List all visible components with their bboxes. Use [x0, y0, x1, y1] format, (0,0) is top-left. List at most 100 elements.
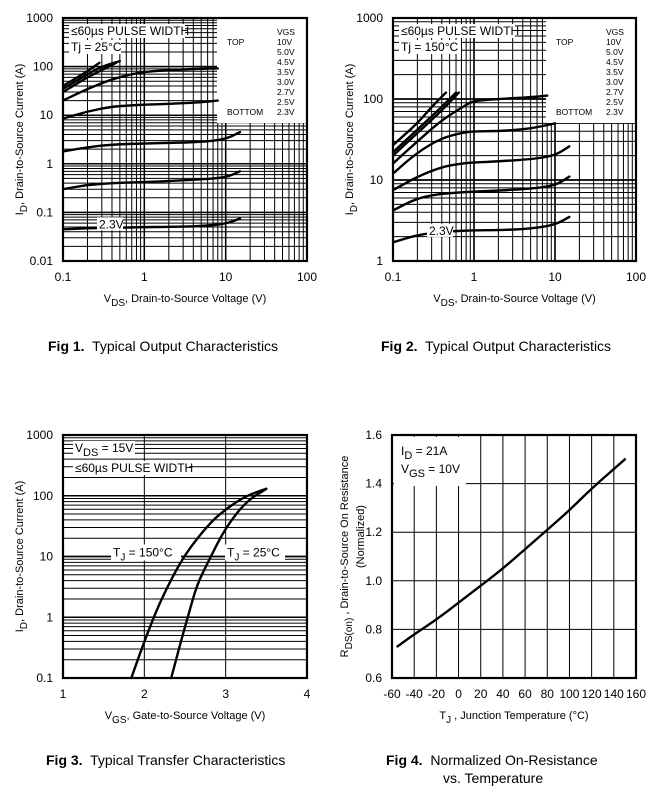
- fig4-caption-text: Normalized On-Resistance: [430, 752, 598, 768]
- fig1-tj-annotation: Tj = 25°C: [71, 40, 122, 54]
- fig1-caption-label: Fig 1.: [48, 338, 85, 354]
- fig2-legend-entry: 2.7V: [606, 87, 624, 97]
- fig2-legend-box: [546, 18, 636, 123]
- fig2-series-3-5v: [391, 94, 549, 165]
- fig3-series-label-25c-main: T: [227, 546, 235, 560]
- fig3-vds-annotation-main: V: [75, 441, 83, 455]
- fig1-ytick-label: 1: [46, 157, 53, 171]
- fig2-xlabel-rest: , Drain-to-Source Voltage (V): [455, 293, 596, 305]
- fig3-ylabel-sub: D: [19, 622, 30, 629]
- fig2-legend-entry: 3.5V: [606, 67, 624, 77]
- fig3-annotation-bg: [73, 461, 189, 475]
- fig1-series-10v: [61, 61, 101, 88]
- fig2-legend-top: TOP: [556, 37, 574, 47]
- fig1-legend-box: [217, 18, 307, 123]
- fig1-pulse-annotation: ≤60µs PULSE WIDTH: [71, 24, 189, 38]
- fig4-frame: [390, 433, 638, 680]
- fig1-legend-entry: 3.0V: [277, 77, 295, 87]
- fig3-ytick-label: 100: [33, 489, 53, 503]
- fig2-legend-entry: 5.0V: [606, 47, 624, 57]
- fig1-series-5-0v: [61, 59, 121, 90]
- fig2-ytick-label: 10: [370, 173, 384, 187]
- fig1-curve-label: 2.3V: [99, 217, 124, 231]
- fig4-ytick-label: 1.4: [365, 477, 382, 491]
- fig1-ytick-label: 100: [33, 60, 53, 74]
- fig1-legend-entry: 3.5V: [277, 67, 295, 77]
- fig2-ytick-label: 1000: [356, 11, 383, 25]
- fig2-legend-entry: 2.5V: [606, 97, 624, 107]
- fig1-ylabel: ID, Drain-to-Source Current (A): [14, 64, 30, 216]
- fig1-ylabel-main: I: [14, 212, 26, 215]
- fig4-xtick-label: 0: [455, 687, 462, 701]
- fig3-vds-annotation-rest: = 15V: [98, 441, 133, 455]
- fig4-caption-line2: vs. Temperature: [443, 770, 544, 786]
- fig2-series-4-5v: [391, 91, 460, 157]
- fig3-ytick-label: 10: [40, 550, 54, 564]
- fig2-annotation-bg: [399, 40, 461, 54]
- fig4-ylabel-main: R: [339, 649, 351, 657]
- fig1-series-2-5v: [61, 170, 242, 191]
- fig4-vgs-annotation-main: V: [401, 462, 409, 476]
- fig2-ylabel: ID, Drain-to-Source Current (A): [344, 64, 360, 216]
- fig2-series-2-3v: [391, 215, 571, 244]
- fig4-ytick-label: 0.6: [365, 671, 382, 685]
- fig3-caption-label: Fig 3.: [46, 752, 83, 768]
- fig2-legend-bottom: BOTTOM: [556, 107, 592, 117]
- fig1-series-2-7v: [61, 130, 242, 153]
- fig1-legend-entry: 4.5V: [277, 57, 295, 67]
- fig4-id-annotation-rest: = 21A: [412, 444, 447, 458]
- fig3-ytick-label: 0.1: [36, 671, 53, 685]
- fig1-caption: Fig 1. Typical Output Characteristics: [48, 338, 278, 354]
- fig4-vgs-annotation-sub: GS: [409, 468, 425, 480]
- fig1-legend-entry: 2.3V: [277, 107, 295, 117]
- fig3-caption-text: Typical Transfer Characteristics: [90, 752, 286, 768]
- fig4-xlabel-main: T: [439, 710, 446, 722]
- fig4-xtick-label: 160: [626, 687, 646, 701]
- fig1-legend-entry: 10V: [277, 37, 292, 47]
- fig3-series-label-150c-rest: = 150°C: [125, 546, 172, 560]
- fig4-id-annotation-main: I: [401, 444, 404, 458]
- fig2-legend-entry: 2.3V: [606, 107, 624, 117]
- fig2-caption-label: Fig 2.: [381, 338, 418, 354]
- fig4-id-annotation-sub: D: [404, 450, 412, 462]
- fig4-annotation-bg: [394, 437, 466, 486]
- fig2-annotation-bg: [399, 24, 515, 38]
- fig3-pulse-annotation: ≤60µs PULSE WIDTH: [75, 461, 193, 475]
- fig1-xtick-label: 100: [297, 270, 317, 284]
- fig2-legend-header: VGS: [606, 27, 624, 37]
- fig3-series-t-j-150-c: [130, 487, 268, 680]
- fig3-xtick-label: 1: [60, 687, 67, 701]
- fig1-series-4-5v: [61, 61, 118, 94]
- fig3-ylabel-main: I: [14, 629, 26, 632]
- fig4-ylabel-rest: , Drain-to-Source On Resistance: [339, 456, 351, 618]
- fig2-xlabel: VDS, Drain-to-Source Voltage (V): [433, 293, 595, 309]
- fig1-legend-entry: 2.7V: [277, 87, 295, 97]
- fig1-ytick-label: 0.1: [36, 205, 53, 219]
- fig4-ytick-label: 1.0: [365, 574, 382, 588]
- fig3-annotation-bg: [73, 441, 135, 457]
- fig1-xlabel-rest: , Drain-to-Source Voltage (V): [125, 293, 266, 305]
- fig3-xtick-label: 4: [304, 687, 311, 701]
- fig2-caption: Fig 2. Typical Output Characteristics: [381, 338, 611, 354]
- fig3-xlabel-rest: , Gate-to-Source Voltage (V): [127, 710, 266, 722]
- fig1-xlabel: VDS, Drain-to-Source Voltage (V): [104, 293, 266, 309]
- fig2-frame: [391, 16, 638, 263]
- fig1-xlabel-sub: DS: [111, 298, 125, 309]
- fig4-xtick-label: 80: [541, 687, 555, 701]
- fig2-series-5-0v: [391, 91, 458, 154]
- fig4-xtick-label: 20: [474, 687, 488, 701]
- fig4-xtick-label: 100: [559, 687, 579, 701]
- fig2-xtick-label: 1: [471, 270, 478, 284]
- fig3-ytick-label: 1: [46, 610, 53, 624]
- fig2-xtick-label: 10: [548, 270, 562, 284]
- fig3-label-bg: [225, 544, 285, 561]
- fig4-id-annotation: ID = 21A: [401, 444, 447, 462]
- fig2-xlabel-main: V: [433, 293, 441, 305]
- fig3-series-label-25c-sub: J: [234, 553, 239, 564]
- fig2-xtick-label: 0.1: [385, 270, 402, 284]
- fig4-chart: -60 -40 -20 0 20 40 60 80 100 120 140 160 0.6 0.8 1.0 1…: [339, 428, 646, 726]
- fig2-xlabel-sub: DS: [441, 298, 455, 309]
- fig1-series-3-5v: [61, 67, 219, 102]
